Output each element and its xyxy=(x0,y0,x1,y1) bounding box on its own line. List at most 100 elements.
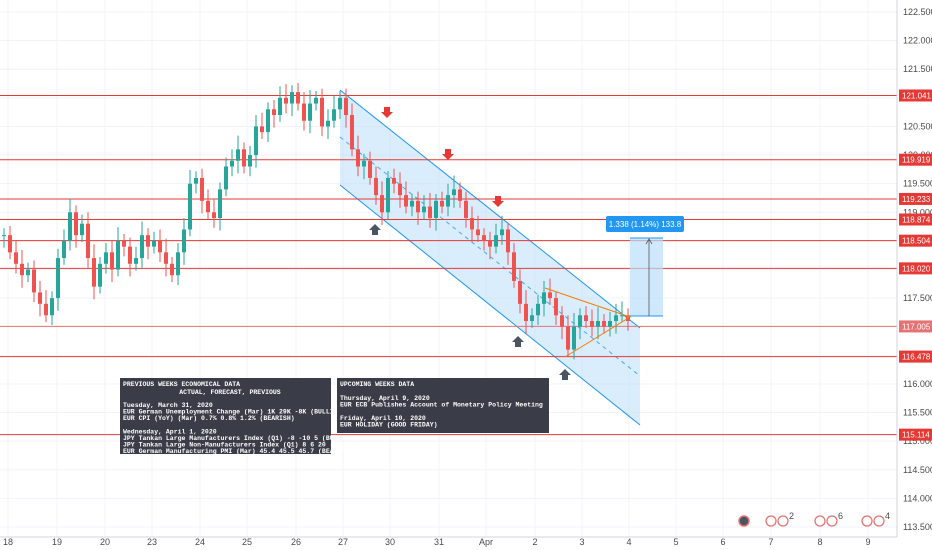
candle-body xyxy=(614,315,618,321)
level-price-tag xyxy=(899,350,932,363)
arrow-up-icon xyxy=(512,336,524,347)
candle-body xyxy=(2,235,6,237)
y-tick-label: 114.500 xyxy=(903,465,932,475)
candle-body xyxy=(38,292,42,304)
candle-body xyxy=(284,97,288,104)
candle-body xyxy=(482,235,486,241)
triangle-lines xyxy=(544,287,632,358)
event-flag-icon xyxy=(861,515,873,527)
candle-body xyxy=(152,240,156,247)
candle-body xyxy=(422,206,426,213)
triangle-pattern xyxy=(544,287,632,358)
candle-body xyxy=(20,263,24,276)
candle-body xyxy=(296,92,300,104)
candle-body xyxy=(464,200,468,218)
candle-body xyxy=(212,212,216,218)
level-price-tag xyxy=(899,320,932,333)
upcoming-data-box xyxy=(337,378,549,433)
candle-body xyxy=(146,235,150,247)
candle-body xyxy=(170,263,174,276)
candle-body xyxy=(590,321,594,327)
measure-label: 1.338 (1.14%) 133.8 xyxy=(609,220,682,229)
x-tick-label: 30 xyxy=(385,537,395,547)
level-price-label: 121.041 xyxy=(902,91,931,100)
candle-body xyxy=(446,195,450,207)
y-tick-label: 117.500 xyxy=(903,293,932,303)
x-tick-label: 20 xyxy=(100,537,110,547)
x-tick-label: 3 xyxy=(579,537,584,547)
level-price-label: 117.005 xyxy=(902,322,931,331)
measure-label-bg xyxy=(606,216,684,232)
candle-body xyxy=(266,109,270,133)
candle-body xyxy=(56,258,60,299)
candle-body xyxy=(404,195,408,207)
level-price-tag xyxy=(899,192,932,205)
candle-body xyxy=(32,269,36,293)
candle-body xyxy=(140,235,144,259)
candle-body xyxy=(428,206,432,218)
previous-data-title: PREVIOUS WEEKS ECONOMICAL DATA xyxy=(123,381,240,388)
candle-body xyxy=(356,149,360,167)
candle-body xyxy=(368,160,372,178)
previous-data-line: Wednesday, April 1, 2020 xyxy=(123,428,217,435)
candle-body xyxy=(176,252,180,276)
event-flag-icon xyxy=(826,515,838,527)
candle-body xyxy=(584,315,588,321)
x-tick-label: 26 xyxy=(291,537,301,547)
y-tick-label: 115.000 xyxy=(903,436,932,446)
candle-body xyxy=(500,229,504,236)
x-tick-label: 23 xyxy=(147,537,157,547)
x-tick-label: 19 xyxy=(52,537,62,547)
candle-body xyxy=(8,235,12,253)
x-tick-label: 6 xyxy=(720,537,725,547)
candle-body xyxy=(338,97,342,110)
event-count: 2 xyxy=(789,511,794,521)
candle-body xyxy=(344,97,348,115)
candle-body xyxy=(596,321,600,327)
candle-body xyxy=(434,200,438,218)
candle-body xyxy=(308,103,312,121)
previous-data-box xyxy=(120,378,331,454)
candle-body xyxy=(230,160,234,167)
candle-body xyxy=(350,115,354,150)
y-tick-label: 119.000 xyxy=(903,207,932,217)
candle-body xyxy=(578,315,582,327)
candle-body xyxy=(92,258,96,287)
previous-data-line: Tuesday, March 31, 2020 xyxy=(123,402,213,409)
candle-body xyxy=(224,166,228,190)
candle-body xyxy=(158,240,162,253)
candle-body xyxy=(386,177,390,213)
x-tick-label: 31 xyxy=(434,537,444,547)
candle-body xyxy=(560,315,564,327)
candle-body xyxy=(194,177,198,184)
event-flag-icon xyxy=(814,515,826,527)
candle-body xyxy=(458,189,462,201)
previous-data-line: EUR German Unemployment Change (Mar) 1K … xyxy=(123,409,345,416)
upcoming-data-line: Friday, April 10, 2020 xyxy=(340,415,426,422)
candle-body xyxy=(326,120,330,127)
candle-body xyxy=(14,252,18,264)
candle-body xyxy=(512,252,516,281)
event-count: 4 xyxy=(885,511,890,521)
candle-body xyxy=(182,229,186,253)
upcoming-data-line: EUR ECB Publishes Account of Monetary Po… xyxy=(340,402,543,409)
x-axis: 18 19 20 23 24 25 26 27 30 31 Apr 2 3 4 5 6 7 8 9 xyxy=(0,536,897,547)
event-flag-icon xyxy=(765,515,777,527)
candle-body xyxy=(290,92,294,104)
candle-body xyxy=(440,200,444,207)
measure-area xyxy=(630,238,663,316)
candle-body xyxy=(110,252,114,270)
level-price-label: 118.504 xyxy=(902,237,931,246)
candle-body xyxy=(572,326,576,350)
candle-body xyxy=(374,177,378,196)
candle-body xyxy=(80,223,84,236)
candle-body xyxy=(62,240,66,259)
candle-body xyxy=(506,229,510,253)
level-price-label: 116.478 xyxy=(902,353,931,362)
arrow-up-icon xyxy=(369,224,381,235)
candle-body xyxy=(554,298,558,316)
candle-body xyxy=(488,240,492,247)
channel-lower-line xyxy=(339,184,641,426)
